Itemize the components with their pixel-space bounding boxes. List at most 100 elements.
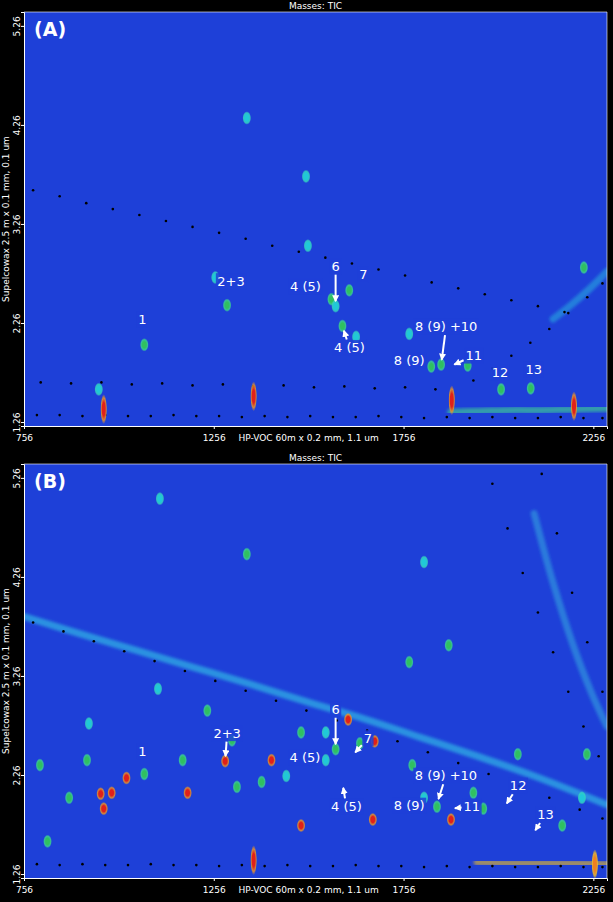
peak-marker-dot [332,865,335,868]
peak [420,555,429,569]
annotation-patch [330,701,341,717]
peak-marker-dot [582,417,585,420]
peak-marker-dot [404,386,407,389]
peak-marker-dot [377,415,380,418]
annotation: 7 [358,266,369,282]
peak-marker-dot [191,384,194,387]
annotation-label: 7 [359,267,367,282]
annotation-arrow [442,335,445,360]
annotations: 12+364 (5)74 (5)8 (9) +108 (9)111213 [137,701,556,830]
peak-marker-dot [81,863,84,866]
y-tick: 4.26 [12,115,24,135]
plot-background [24,12,607,426]
annotation-label: 6 [331,702,339,717]
peak-marker-dot [529,342,532,345]
y-tick: 4.26 [12,567,24,587]
peak-marker-dot [32,189,35,192]
annotation-patch [464,348,484,364]
x-tick-mark [593,426,594,429]
peak [444,638,453,652]
peak-marker-dot [165,220,168,223]
peak-marker-dot [263,415,266,418]
peak-marker-dot [309,865,312,868]
peak-marker-dot [343,385,346,388]
peak-streak [571,391,578,421]
peak [94,383,103,397]
annotation-label: 1 [138,744,146,759]
peak [155,492,164,506]
peak-marker-dot [521,572,524,575]
x-axis-title: HP-VOC 60m x 0.2 mm, 1.1 um [239,433,379,443]
peak-marker-dot [601,282,604,285]
annotation: 6 [330,258,341,301]
annotation-arrow [454,360,463,364]
peak-marker-dot [332,416,335,419]
panel-letter: (A) [34,18,66,40]
x-tick-label: 756 [16,885,33,895]
peak-marker-dot [537,866,540,869]
peak-marker-dot [510,299,513,302]
y-tick-label: 4.26 [12,115,22,135]
peak-marker-dot [571,591,574,594]
peak-marker-dot [130,383,133,386]
peak-marker-dot [149,415,152,418]
peak-streak [250,845,257,875]
peak-marker-dot [510,354,513,357]
peak [582,747,591,761]
peak-marker-dot [222,383,225,386]
annotation: 4 (5) [288,749,322,765]
peak [297,819,306,833]
peak [513,747,522,761]
peak [321,753,330,767]
y-axis-title: Supelcowax 2.5 m x 0.1 mm, 0.1 um [1,588,11,754]
x-tick-label: 756 [16,433,33,443]
y-tick-label: 3.26 [12,666,22,686]
peak-marker-dot [244,690,247,693]
panel-background [0,0,613,448]
peak-marker-dot [582,725,585,728]
annotation-label: 8 (9) [394,798,425,813]
x-tick-label: 2256 [582,433,605,443]
annotation-label: 4 (5) [290,279,321,294]
peak-marker-dot [138,214,141,217]
peak [154,682,163,696]
peak-marker-dot [149,863,152,866]
peak-marker-dot [559,416,562,419]
peak-marker-dot [112,208,115,211]
peak-marker-dot [514,866,517,869]
peak [65,791,74,805]
annotation-patch [137,743,148,759]
y-tick: 3.26 [12,666,24,686]
peak-marker-dot [446,416,449,419]
annotation-label: 2+3 [217,274,244,289]
peak-marker-dot [537,611,540,614]
x-tick-label: 1756 [393,885,416,895]
peak [178,753,187,767]
annotation-label: 4 (5) [334,340,365,355]
x-tick-mark [214,878,215,881]
annotation-patch [212,725,242,741]
peak-marker-dot [601,866,604,869]
annotation-patch [536,806,556,822]
annotation-patch [392,353,426,369]
x-tick: 2256 [582,426,605,443]
peak-marker-dot [491,483,494,486]
peak-marker-dot [506,527,509,530]
peak-marker-dot [556,532,559,535]
plot-frame [24,12,607,13]
peak-marker-dot [153,660,156,663]
peak-marker-dot [286,864,289,867]
y-tick: 1.26 [12,412,24,432]
peak [99,802,108,816]
peak-marker-dot [548,796,551,799]
x-tick-mark [404,878,405,881]
annotation-label: 6 [331,259,339,274]
peak [344,713,353,727]
y-axis: 1.262.263.264.265.26 [12,13,25,433]
annotation-patch [288,749,322,765]
peak-marker-dot [218,232,221,235]
annotation: 13 [524,361,544,377]
annotation-label: 1 [138,312,146,327]
x-tick-mark [404,426,405,429]
annotation-patch [462,799,482,815]
